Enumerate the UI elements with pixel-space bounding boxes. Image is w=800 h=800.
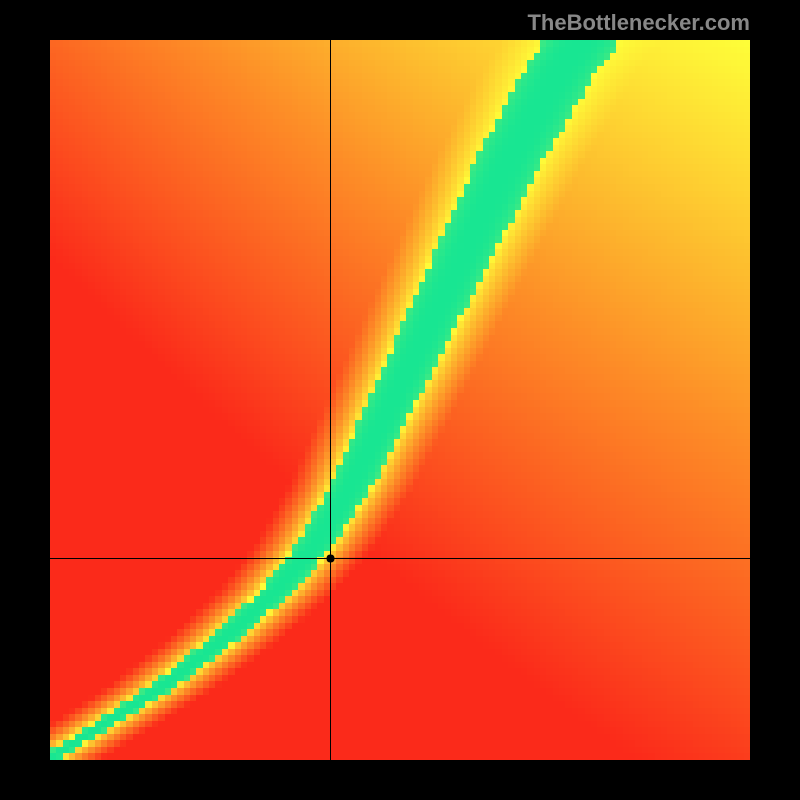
- bottleneck-heatmap: [50, 40, 750, 760]
- watermark-text: TheBottlenecker.com: [527, 10, 750, 36]
- chart-container: TheBottlenecker.com: [0, 0, 800, 800]
